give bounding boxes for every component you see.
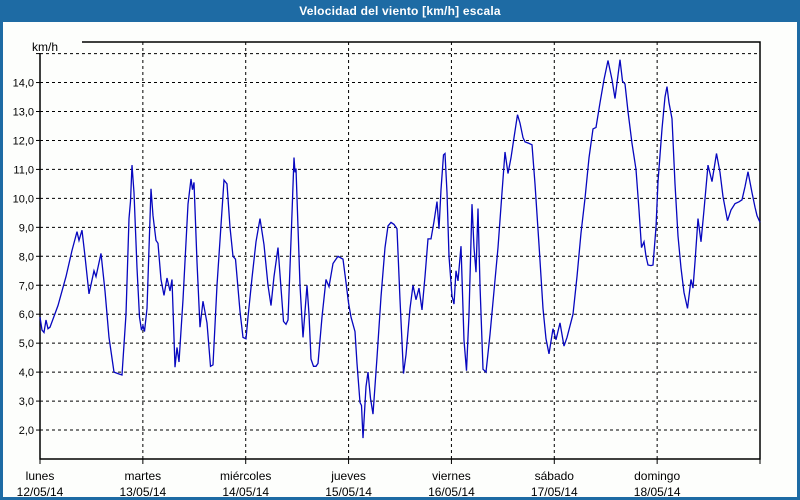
y-tick-label: 7,0 (19, 280, 34, 292)
title-bar[interactable]: Velocidad del viento [km/h] escala (3, 3, 797, 22)
x-day-name-label: lunes (26, 469, 55, 483)
x-day-name-label: miércoles (220, 469, 271, 483)
y-tick-label: 4,0 (19, 367, 34, 379)
y-tick-label: 8,0 (19, 251, 34, 263)
x-day-date-label: 15/05/14 (325, 485, 372, 499)
x-day-name-label: viernes (432, 469, 471, 483)
y-axis-unit-label: km/h (32, 40, 58, 54)
x-day-name-label: sábado (535, 469, 575, 483)
x-day-date-label: 12/05/14 (17, 485, 64, 499)
x-day-date-label: 17/05/14 (531, 485, 578, 499)
x-day-date-label: 16/05/14 (428, 485, 475, 499)
y-tick-label: 9,0 (19, 222, 34, 234)
y-tick-label: 10,0 (13, 193, 34, 205)
y-tick-label: 2,0 (19, 425, 34, 437)
plot-border (39, 41, 761, 460)
x-day-name-label: martes (125, 469, 162, 483)
y-tick-label: 12,0 (13, 135, 34, 147)
y-tick-label: 5,0 (19, 338, 34, 350)
y-tick-label: 11,0 (13, 164, 34, 176)
y-axis-unit-label-bg (30, 39, 82, 53)
y-tick-label: 6,0 (19, 309, 34, 321)
x-day-name-label: jueves (330, 469, 366, 483)
y-tick-label: 13,0 (13, 107, 34, 119)
chart-canvas: 14,0 13,0 12,0 11,0 10,0 9,0 8,0 7,0 6,0 5,0 4,0 3,… (13, 39, 761, 499)
x-day-date-label: 13/05/14 (119, 485, 166, 499)
y-tick-label: 14,0 (13, 78, 34, 90)
wind-speed-line (39, 59, 761, 439)
x-day-date-label: 18/05/14 (634, 485, 681, 499)
y-tick-label: 3,0 (19, 396, 34, 408)
window-title: Velocidad del viento [km/h] escala (299, 4, 501, 18)
x-day-date-label: 14/05/14 (222, 485, 269, 499)
wind-speed-chart: 14,0 13,0 12,0 11,0 10,0 9,0 8,0 7,0 6,0 5,0 4,0 3,… (3, 22, 797, 499)
x-day-name-label: domingo (634, 469, 680, 483)
